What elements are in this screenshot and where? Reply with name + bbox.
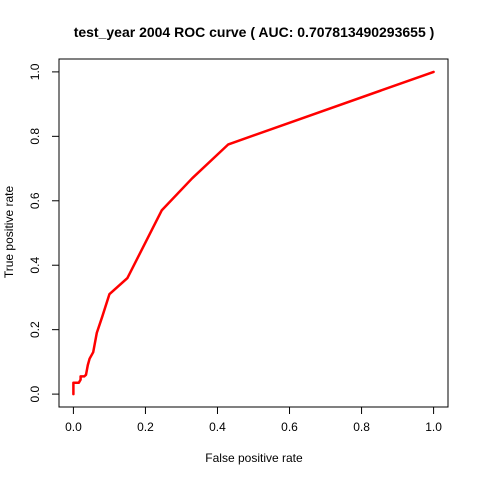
x-tick-label: 0.0	[65, 420, 82, 434]
plot-frame	[58, 58, 449, 408]
series-layer	[72, 70, 435, 396]
y-tick-label: 0.2	[28, 321, 42, 338]
x-tick-label: 0.8	[353, 420, 370, 434]
y-tick-label: 0.6	[28, 192, 42, 209]
x-tick-label: 0.2	[137, 420, 154, 434]
y-tick-label: 0.0	[28, 385, 42, 402]
chart-title: test_year 2004 ROC curve ( AUC: 0.707813…	[74, 24, 435, 40]
x-tick-label: 0.4	[209, 420, 226, 434]
x-tick-label: 1.0	[425, 420, 442, 434]
x-tick-label: 0.6	[281, 420, 298, 434]
y-tick-label: 0.8	[28, 128, 42, 145]
y-axis: 0.0 0.2 0.4 0.6 0.8 1.0	[28, 63, 59, 402]
y-tick-label: 0.4	[28, 257, 42, 274]
y-tick-label: 1.0	[28, 63, 42, 80]
roc-curve-line	[72, 70, 435, 396]
x-axis: 0.0 0.2 0.4 0.6 0.8 1.0	[65, 407, 442, 434]
y-axis-label: True positive rate	[2, 186, 16, 279]
x-axis-label: False positive rate	[205, 451, 303, 465]
